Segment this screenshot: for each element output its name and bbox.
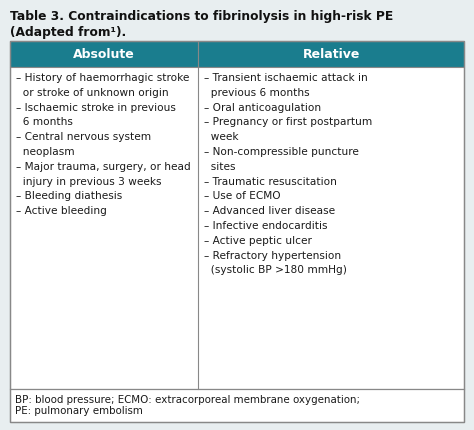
Bar — [199, 42, 464, 68]
Bar — [10, 389, 464, 422]
Text: Absolute: Absolute — [73, 49, 135, 61]
Bar — [10, 68, 464, 389]
Text: Relative: Relative — [302, 49, 360, 61]
Text: (Adapted from¹).: (Adapted from¹). — [10, 26, 126, 39]
Text: – History of haemorrhagic stroke
  or stroke of unknown origin
– Ischaemic strok: – History of haemorrhagic stroke or stro… — [16, 73, 191, 216]
Text: BP: blood pressure; ECMO: extracorporeal membrane oxygenation;: BP: blood pressure; ECMO: extracorporeal… — [15, 394, 360, 404]
Bar — [10, 42, 199, 68]
Bar — [10, 42, 464, 422]
Text: PE: pulmonary embolism: PE: pulmonary embolism — [15, 405, 143, 415]
Text: – Transient ischaemic attack in
  previous 6 months
– Oral anticoagulation
– Pre: – Transient ischaemic attack in previous… — [204, 73, 373, 275]
Text: Table 3. Contraindications to fibrinolysis in high-risk PE: Table 3. Contraindications to fibrinolys… — [10, 10, 393, 23]
